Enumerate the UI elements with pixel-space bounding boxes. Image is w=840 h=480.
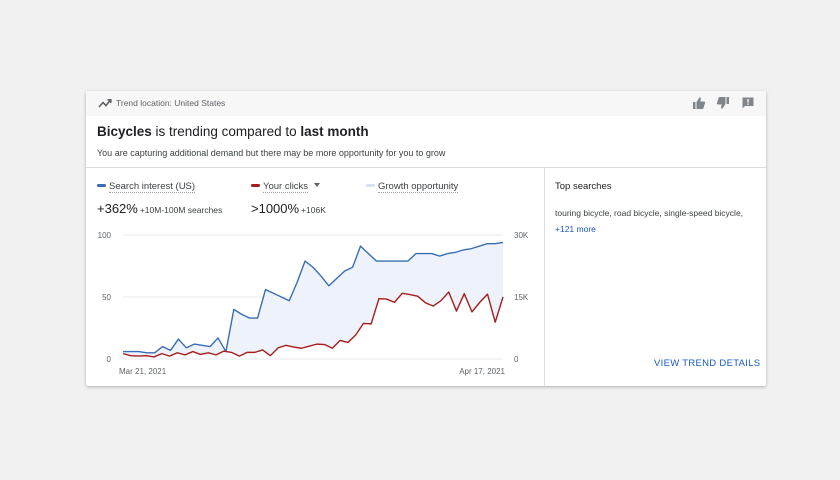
search-interest-line	[123, 241, 504, 354]
search-interest-stat: +362% +10M-100M searches	[97, 200, 222, 218]
trend-card: Trend location: United States Bicycles i…	[86, 91, 766, 386]
right-axis-tick: 15K	[514, 293, 529, 302]
page-title: Bicycles is trending compared to last mo…	[97, 124, 369, 139]
growth-swatch	[366, 183, 375, 187]
growth-opportunity-area	[123, 242, 503, 357]
vertical-divider	[544, 168, 545, 386]
clicks-change: >1000%	[251, 201, 300, 216]
top-searches-list: touring bicycle, road bicycle, single-sp…	[555, 205, 745, 237]
legend-search-interest-label: Search interest (US)	[109, 181, 196, 193]
search-interest-swatch	[97, 183, 106, 187]
left-axis-tick: 100	[98, 231, 112, 240]
trending-up-icon	[98, 98, 112, 108]
legend-your-clicks[interactable]: Your clicks	[251, 181, 321, 193]
view-trend-details-button[interactable]: VIEW TREND DETAILS	[654, 358, 761, 369]
clicks-volume: +106K	[301, 205, 326, 215]
x-axis-end-label: Apr 17, 2021	[459, 367, 505, 376]
legend-your-clicks-label: Your clicks	[263, 181, 309, 193]
x-axis-start-label: Mar 21, 2021	[119, 367, 167, 376]
left-axis-tick: 0	[107, 355, 112, 364]
thumbs-up-icon[interactable]	[692, 96, 706, 110]
legend-growth-opportunity[interactable]: Growth opportunity	[366, 181, 459, 193]
search-volume: +10M-100M searches	[139, 205, 223, 215]
right-axis-tick: 30K	[514, 231, 529, 240]
top-searches-title: Top searches	[555, 181, 612, 192]
top-searches-terms: touring bicycle, road bicycle, single-sp…	[555, 208, 744, 218]
card-topbar: Trend location: United States	[86, 91, 766, 116]
headline-period: last month	[300, 124, 369, 139]
horizontal-divider	[86, 167, 766, 168]
legend-search-interest[interactable]: Search interest (US)	[97, 181, 196, 193]
left-axis-tick: 50	[102, 293, 111, 302]
more-searches-link[interactable]: +121 more	[555, 224, 596, 234]
feedback-icon[interactable]	[741, 96, 755, 110]
search-interest-change: +362%	[97, 201, 138, 216]
headline-middle: is trending compared to	[151, 124, 301, 139]
your-clicks-stat: >1000% +106K	[251, 200, 326, 218]
your-clicks-line	[122, 291, 504, 358]
trend-chart: 100 50 0 30K 15K 0 Mar 21, 2021 Apr 17, 2021	[98, 231, 529, 376]
legend-growth-label: Growth opportunity	[378, 181, 459, 193]
right-axis-tick: 0	[514, 355, 519, 364]
trend-location: Trend location: United States	[116, 98, 226, 108]
chevron-down-icon[interactable]	[314, 183, 321, 188]
headline-subject: Bicycles	[97, 124, 152, 139]
thumbs-down-icon[interactable]	[716, 96, 730, 110]
your-clicks-swatch	[251, 183, 260, 187]
headline-subtitle: You are capturing additional demand but …	[97, 148, 446, 158]
